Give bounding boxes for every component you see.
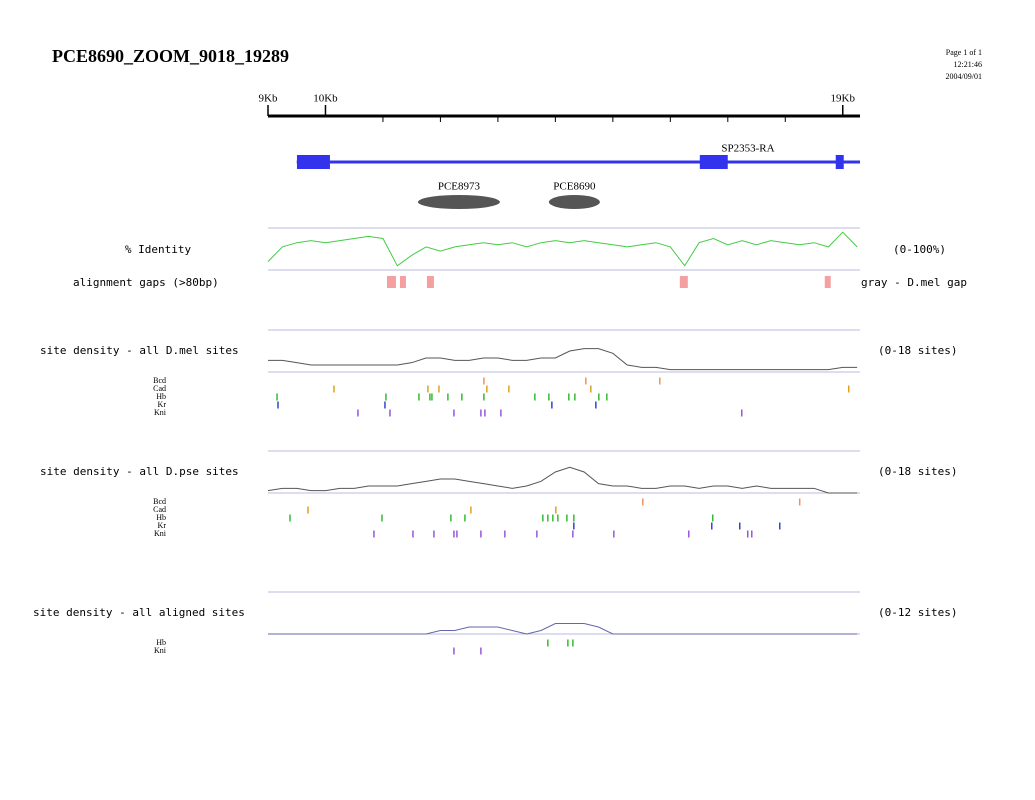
track-label: alignment gaps (>80bp) xyxy=(73,276,219,289)
site-factor: Bcd xyxy=(153,376,166,385)
density-line xyxy=(268,623,858,635)
print-time: 12:21:46 xyxy=(954,60,982,69)
site-factor: Hb xyxy=(156,513,166,522)
site-factor: Cad xyxy=(153,384,166,393)
gap xyxy=(426,276,434,288)
density-line xyxy=(268,348,858,371)
ruler-label: 19Kb xyxy=(831,93,856,105)
site-factor: Kr xyxy=(158,521,167,530)
site-factor: Cad xyxy=(153,505,166,514)
track-label: site density - all D.mel sites xyxy=(40,344,239,357)
track-range: (0-18 sites) xyxy=(878,465,957,478)
track-label: site density - all aligned sites xyxy=(33,606,245,619)
track-range: (0-100%) xyxy=(893,243,946,256)
prediction-name: PCE8690 xyxy=(553,181,596,193)
exon xyxy=(835,155,844,169)
prediction xyxy=(548,195,600,209)
gene-name: SP2353-RA xyxy=(721,143,774,155)
site-factor: Kni xyxy=(154,646,167,655)
gap xyxy=(824,276,831,288)
exon xyxy=(296,155,330,169)
gap xyxy=(679,276,688,288)
ruler-label: 9Kb xyxy=(259,93,278,105)
track-range: (0-18 sites) xyxy=(878,344,957,357)
track-label: % Identity xyxy=(125,243,192,256)
track-label: site density - all D.pse sites xyxy=(40,465,239,478)
gap-note: gray - D.mel gap xyxy=(861,276,967,289)
page-title: PCE8690_ZOOM_9018_19289 xyxy=(52,46,289,66)
track-range: (0-12 sites) xyxy=(878,606,957,619)
site-factor: Kr xyxy=(158,400,167,409)
site-factor: Kni xyxy=(154,529,167,538)
prediction xyxy=(417,195,500,209)
ruler-label: 10Kb xyxy=(313,93,338,105)
print-date: 2004/09/01 xyxy=(946,72,982,81)
site-factor: Bcd xyxy=(153,497,166,506)
exon xyxy=(699,155,728,169)
site-factor: Kni xyxy=(154,408,167,417)
density-line xyxy=(267,231,858,267)
page-number: Page 1 of 1 xyxy=(946,48,982,57)
site-factor: Hb xyxy=(156,638,166,647)
site-factor: Hb xyxy=(156,392,166,401)
prediction-name: PCE8973 xyxy=(438,181,481,193)
gap xyxy=(399,276,406,288)
density-line xyxy=(267,466,858,494)
gap xyxy=(386,276,396,288)
